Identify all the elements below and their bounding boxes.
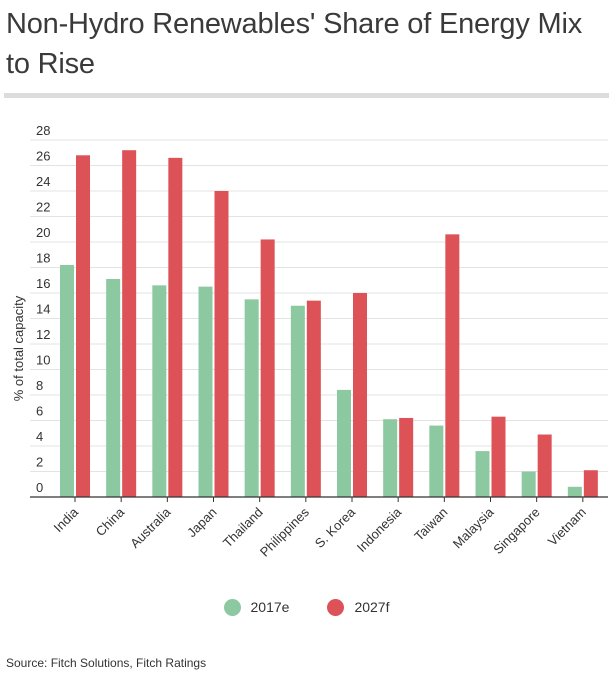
x-tick-label: Taiwan bbox=[411, 505, 450, 544]
y-tick-label: 14 bbox=[36, 302, 50, 317]
legend-item-2027f[interactable]: 2027f bbox=[327, 598, 390, 616]
bar-2027f-taiwan bbox=[445, 234, 460, 497]
y-axis-label: % of total capacity bbox=[11, 295, 26, 401]
x-tick-label: India bbox=[51, 504, 82, 535]
x-tick-label: Thailand bbox=[220, 505, 266, 551]
x-tick-label: Malaysia bbox=[450, 504, 497, 551]
bar-2017e-singapore bbox=[521, 471, 536, 497]
bars bbox=[60, 150, 598, 498]
title-divider bbox=[4, 93, 609, 98]
bar-2027f-malaysia bbox=[491, 416, 506, 497]
y-tick-label: 8 bbox=[36, 378, 43, 393]
bar-2017e-vietnam bbox=[567, 486, 582, 497]
y-tick-label: 18 bbox=[36, 251, 50, 266]
bar-2017e-japan bbox=[198, 286, 213, 497]
bar-2017e-taiwan bbox=[429, 425, 444, 497]
legend-swatch-2027f bbox=[327, 598, 345, 616]
y-tick-label: 4 bbox=[36, 429, 43, 444]
bar-2017e-thailand bbox=[244, 299, 259, 497]
bar-2027f-s-korea bbox=[353, 293, 367, 497]
y-tick-label: 16 bbox=[36, 276, 50, 291]
legend-swatch-2017e bbox=[223, 598, 241, 616]
y-tick-label: 6 bbox=[36, 404, 43, 419]
y-tick-label: 0 bbox=[36, 480, 43, 495]
y-tick-label: 2 bbox=[36, 455, 43, 470]
legend-label-2027f: 2027f bbox=[354, 599, 390, 615]
bar-2027f-vietnam bbox=[583, 470, 598, 497]
legend-item-2017e[interactable]: 2017e bbox=[223, 598, 290, 616]
chart-area: 0 2 4 6 8 10 12 14 16 18 20 22 24 26 28 India China Aust… bbox=[0, 100, 613, 640]
x-tick-label: Japan bbox=[184, 505, 220, 541]
x-tick-label: Philippines bbox=[257, 504, 312, 559]
x-tick-label: Vietnam bbox=[545, 505, 589, 549]
y-tick-label: 20 bbox=[36, 225, 50, 240]
bar-2027f-singapore bbox=[537, 434, 552, 497]
legend-label-2017e: 2017e bbox=[250, 599, 290, 615]
x-axis-ticks: India China Australia Japan ThailandPhilippi… bbox=[51, 497, 589, 560]
chart-title: Non-Hydro Renewables' Share of Energy Mi… bbox=[6, 8, 582, 80]
y-tick-label: 28 bbox=[36, 123, 50, 138]
bar-2017e-s-korea bbox=[337, 389, 351, 497]
bar-2027f-china bbox=[122, 150, 137, 497]
bar-2027f-philippines bbox=[306, 300, 321, 497]
bar-2017e-philippines bbox=[290, 305, 305, 497]
y-tick-label: 24 bbox=[36, 174, 50, 189]
bar-2017e-india bbox=[60, 264, 74, 497]
bar-2027f-australia bbox=[168, 157, 183, 497]
y-tick-label: 22 bbox=[36, 200, 50, 215]
y-tick-label: 10 bbox=[36, 353, 50, 368]
bar-2017e-china bbox=[106, 278, 121, 497]
y-tick-label: 26 bbox=[36, 149, 50, 164]
x-tick-label: Singapore bbox=[490, 505, 543, 558]
x-tick-label: China bbox=[93, 504, 128, 539]
x-tick-label: Indonesia bbox=[354, 504, 405, 555]
x-tick-label: S. Korea bbox=[312, 504, 359, 551]
bar-2017e-indonesia bbox=[383, 419, 398, 497]
x-tick-label: Australia bbox=[127, 504, 174, 551]
bar-2017e-malaysia bbox=[475, 451, 490, 497]
y-tick-label: 12 bbox=[36, 327, 50, 342]
bar-2027f-thailand bbox=[260, 239, 275, 497]
bar-2027f-indonesia bbox=[399, 417, 414, 497]
legend: 2017e 2027f bbox=[0, 594, 613, 620]
bar-2027f-japan bbox=[214, 191, 229, 497]
source-note: Source: Fitch Solutions, Fitch Ratings bbox=[6, 656, 207, 670]
bar-2017e-australia bbox=[152, 285, 167, 497]
bar-2027f-india bbox=[76, 155, 90, 498]
